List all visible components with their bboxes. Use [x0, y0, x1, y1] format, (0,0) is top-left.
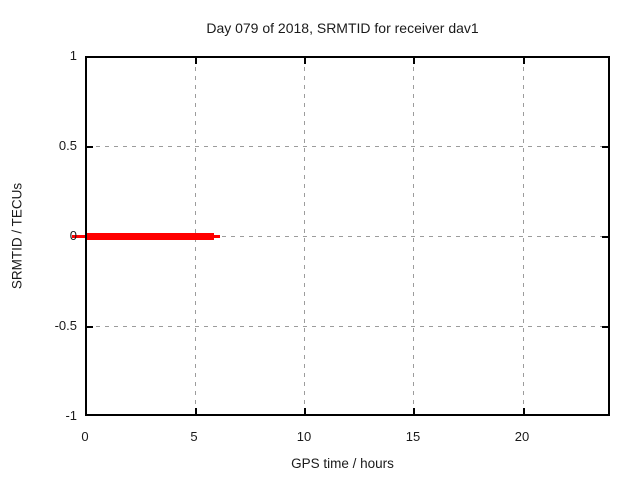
x-tick-label-5: 5 [190, 429, 198, 444]
tick-bottom-10 [304, 408, 306, 414]
y-tick-label-m1: -1 [65, 408, 77, 423]
tick-left-m0p5 [87, 326, 93, 328]
tick-bottom-5 [195, 408, 197, 414]
tick-top-15 [413, 58, 415, 64]
y-tick-label-1: 1 [69, 48, 77, 63]
x-tick-label-10: 10 [296, 429, 312, 444]
chart-title: Day 079 of 2018, SRMTID for receiver dav… [206, 20, 479, 36]
gridline-x-20 [523, 58, 524, 414]
tick-bottom-20 [523, 408, 525, 414]
series-point-marker-overflow [72, 235, 85, 238]
gridline-y-0p5 [87, 146, 608, 147]
x-tick-label-15: 15 [405, 429, 421, 444]
gridline-x-15 [413, 58, 414, 414]
tick-top-10 [304, 58, 306, 64]
tick-right-m0p5 [602, 326, 608, 328]
y-tick-label-0: 0 [69, 228, 77, 243]
x-axis-label: GPS time / hours [291, 456, 394, 471]
tick-top-5 [195, 58, 197, 64]
gridline-y-m0p5 [87, 326, 608, 327]
tick-bottom-15 [413, 408, 415, 414]
y-tick-label-m0p5: -0.5 [54, 318, 77, 333]
x-tick-label-20: 20 [514, 429, 530, 444]
series-srmtid-line-end-cap [214, 235, 220, 238]
gridline-y-0 [87, 236, 608, 237]
gridline-x-10 [304, 58, 305, 414]
tick-right-0p5 [602, 146, 608, 148]
tick-top-20 [523, 58, 525, 64]
x-tick-label-0: 0 [81, 429, 89, 444]
tick-right-0 [602, 236, 608, 238]
series-srmtid-line [87, 233, 214, 240]
plot-area [85, 56, 610, 416]
y-tick-label-0p5: 0.5 [58, 138, 77, 153]
tick-left-0p5 [87, 146, 93, 148]
